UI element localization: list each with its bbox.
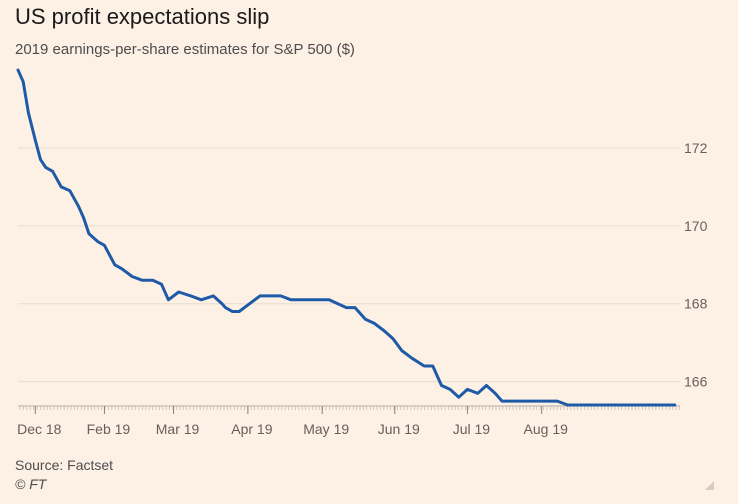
chart-subtitle: 2019 earnings-per-share estimates for S&…: [15, 41, 355, 58]
x-tick-label: Feb 19: [87, 421, 131, 437]
source-note: Source: Factset: [15, 457, 114, 473]
x-tick-label: Jul 19: [453, 421, 491, 437]
chart-title: US profit expectations slip: [15, 4, 270, 29]
x-tick-label: May 19: [303, 421, 349, 437]
series-line: [16, 68, 677, 407]
y-tick-label: 172: [684, 140, 708, 156]
y-tick-label: 166: [684, 374, 708, 390]
y-tick-label: 168: [684, 296, 708, 312]
x-tick-label: Dec 18: [17, 421, 62, 437]
x-tick-label: Jun 19: [378, 421, 420, 437]
x-tick-label: Mar 19: [156, 421, 200, 437]
ft-credit: © FT: [15, 476, 47, 492]
y-tick-label: 170: [684, 218, 708, 234]
resize-corner-icon: [705, 481, 714, 490]
x-tick-label: Aug 19: [524, 421, 569, 437]
x-tick-label: Apr 19: [231, 421, 272, 437]
